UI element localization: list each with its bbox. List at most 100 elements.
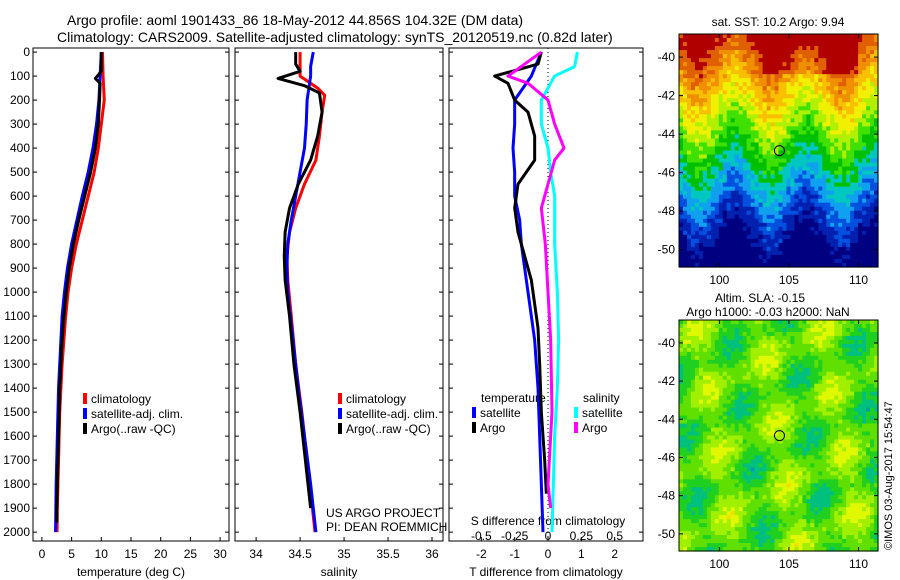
map-cell [690,367,696,373]
map-cell [778,327,784,333]
map-cell [854,439,859,445]
map-cell [770,355,776,361]
map-cell [770,210,776,216]
map-cell [774,198,780,204]
map-cell [758,158,764,164]
map-cell [822,238,827,244]
map-cell [846,162,851,168]
map-cell [722,134,728,140]
map-cell [794,331,799,337]
map-cell [814,339,819,345]
map-cell [834,170,839,176]
map-cell [818,166,823,172]
map-cell [858,258,863,264]
map-cell [778,94,784,99]
map-cell [718,110,724,115]
x-tick-label: 20 [154,547,168,561]
map-cell [798,94,803,99]
map-cell [806,363,811,369]
map-cell [810,42,815,47]
map-cell [858,98,863,103]
map-cell [770,222,776,228]
map-cell [770,90,776,95]
map-cell [866,102,871,107]
map-cell [746,94,752,99]
map-cell [874,226,879,232]
map-cell [694,230,700,236]
map-cell [738,254,744,260]
map-cell [874,150,879,156]
map-cell [714,226,720,232]
map-cell [722,86,728,91]
map-cell [766,158,772,164]
map-cell [806,399,811,405]
map-cell [746,110,752,115]
map-cell [730,42,736,47]
map-cell [818,94,823,99]
map-cell [698,327,704,333]
map-cell [694,74,700,79]
map-cell [750,238,756,244]
map-cell [866,375,871,381]
map-cell [858,331,863,337]
map-cell [734,102,740,107]
map-cell [710,415,716,421]
map-cell [866,186,871,192]
map-cell [822,38,827,43]
map-cell [846,134,851,140]
map-cell [679,118,684,123]
map-cell [698,214,704,220]
map-cell [826,343,831,349]
map-cell [706,114,712,119]
map-cell [750,46,756,51]
map-cell [682,58,688,63]
map-cell [830,431,835,437]
map-cell [834,106,839,111]
map-cell [830,367,835,373]
map-cell [806,391,811,397]
map-cell [774,230,780,236]
map-cell [694,403,700,409]
map-cell [682,320,688,325]
map-cell [738,102,744,107]
map-cell [734,339,740,345]
map-cell [774,320,780,325]
map-cell [679,419,684,425]
map-cell [870,407,875,413]
map-cell [786,54,792,59]
map-cell [710,98,716,103]
map-cell [838,431,843,437]
map-cell [730,94,736,99]
map-cell [774,363,780,369]
map-cell [798,90,803,95]
map-cell [790,419,796,425]
map-cell [774,250,780,256]
map-cell [738,190,744,196]
map-cell [746,415,752,421]
map-cell [762,451,768,457]
map-cell [714,407,720,413]
map-cell [826,198,831,204]
map-cell [774,34,780,39]
map-cell [718,439,724,445]
map-cell [690,38,696,43]
map-cell [850,391,855,397]
map-cell [810,367,815,373]
map-cell [706,162,712,168]
map-cell [730,82,736,87]
map-cell [850,234,855,240]
map-cell [730,138,736,144]
map-cell [710,190,716,196]
map-cell [798,182,803,188]
map-cell [826,355,831,361]
map-cell [722,162,728,168]
map-cell [702,190,708,196]
map-cell [802,459,807,464]
map-cell [866,50,871,55]
map-cell [874,459,879,464]
map-cell [758,70,764,75]
map-cell [702,363,708,369]
map-cell [858,419,863,425]
map-cell [854,142,859,148]
map-cell [738,391,744,397]
